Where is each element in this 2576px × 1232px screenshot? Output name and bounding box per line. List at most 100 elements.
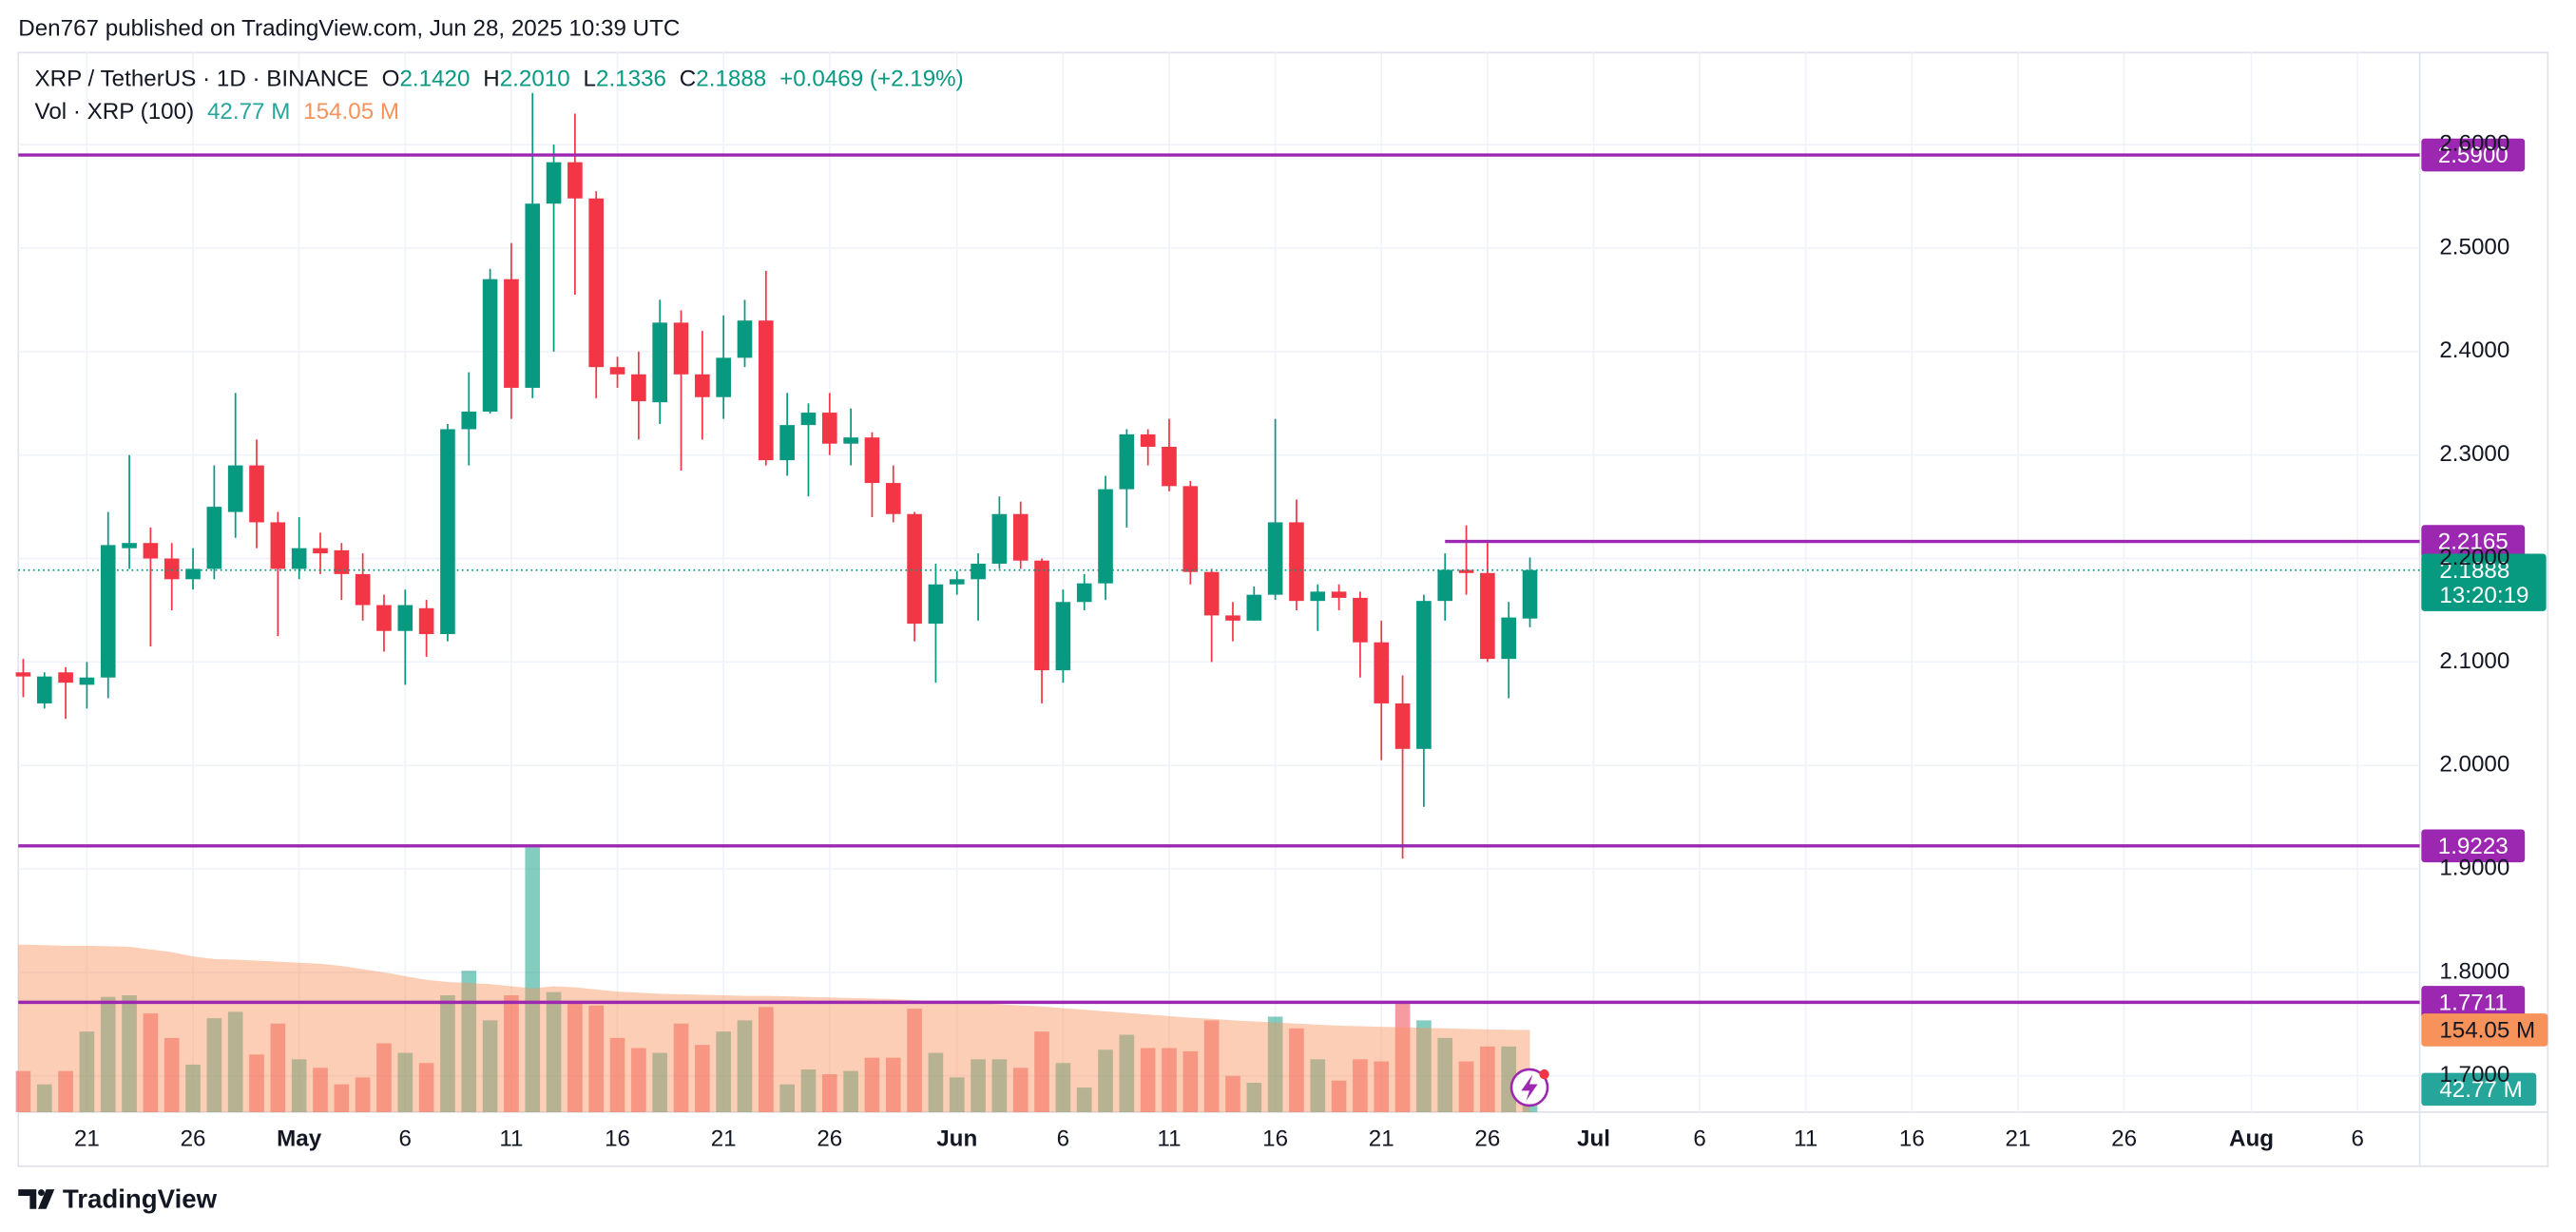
volume-bar — [1267, 1016, 1283, 1112]
x-tick-label: 11 — [499, 1126, 523, 1152]
x-tick-label: Aug — [2229, 1126, 2274, 1152]
countdown-label: 13:20:19 — [2439, 583, 2528, 608]
volume-bar — [270, 1023, 286, 1112]
volume-bar — [567, 1002, 583, 1112]
candle-body — [355, 573, 371, 606]
candle-body — [1203, 571, 1220, 616]
x-tick-label: 21 — [2006, 1126, 2031, 1152]
published-note: Den767 published on TradingView.com, Jun… — [18, 15, 680, 41]
volume-bar — [1331, 1080, 1347, 1112]
candle-body — [991, 513, 1008, 564]
volume-badge — [2421, 1072, 2537, 1107]
candle-body — [885, 483, 901, 514]
candle-body — [843, 437, 858, 444]
volume-bar — [100, 996, 116, 1112]
legend: XRP / TetherUS · 1D · BINANCE O2.1420 H2.2… — [35, 67, 964, 92]
level-label: 1.7711 — [2439, 990, 2508, 1015]
volume-bar — [1246, 1083, 1262, 1112]
candle-body — [588, 198, 605, 368]
level-label: 1.9223 — [2438, 834, 2509, 859]
y-tick-label: 1.8000 — [2439, 958, 2509, 984]
candle-body — [864, 437, 880, 484]
x-tick-label: 21 — [711, 1126, 737, 1152]
volume-bar — [1480, 1046, 1495, 1112]
volume-bar — [482, 1020, 498, 1112]
candle-body — [249, 465, 264, 523]
volume-bar — [1416, 1020, 1432, 1112]
volume-bar — [440, 995, 455, 1112]
axis-layer: 21 26 May 6 11 16 21 26 Jun 6 11 16 21 26 Jul 6 11 16 21 26… — [74, 131, 2509, 1152]
volume-bar — [376, 1043, 392, 1112]
volume-bar — [1012, 1068, 1028, 1112]
volume-bar — [673, 1023, 689, 1112]
volume-ma-badge-label: 154.05 M — [2439, 1018, 2535, 1044]
candle-body — [227, 465, 243, 512]
volume-bar — [1310, 1059, 1326, 1112]
candle-body — [1076, 583, 1092, 603]
candle-body — [143, 543, 159, 559]
volume-bar — [143, 1013, 159, 1112]
candle-body — [928, 584, 944, 625]
candle-body — [1310, 591, 1326, 602]
volume-bar — [991, 1059, 1008, 1112]
volume-bar — [821, 1074, 837, 1112]
volume-bar — [15, 1070, 31, 1112]
volume-bar — [843, 1070, 858, 1112]
legend-key: H — [483, 67, 499, 92]
x-tick-label: Jun — [936, 1126, 977, 1152]
candle-body — [907, 513, 922, 625]
candle-body — [58, 672, 73, 683]
volume-bar — [864, 1057, 880, 1112]
candle-body — [1289, 522, 1304, 602]
candle-body — [652, 322, 668, 403]
candle-body — [631, 374, 646, 402]
candle-body — [1140, 433, 1156, 447]
candle-body — [1034, 560, 1049, 671]
x-tick-label: 11 — [1794, 1126, 1817, 1152]
volume-bar — [1098, 1049, 1113, 1112]
volume-legend: Vol · XRP (100) 42.77 M 154.05 M — [35, 100, 400, 125]
candle-body — [206, 507, 222, 569]
y-tick-label: 2.5000 — [2439, 234, 2509, 260]
x-tick-label: 6 — [399, 1126, 412, 1152]
volume-bar — [227, 1011, 243, 1112]
candle-body — [779, 425, 795, 461]
candles-layer — [15, 92, 1538, 859]
volume-bar — [1394, 1003, 1411, 1112]
volume-bar — [928, 1052, 944, 1112]
last-price-badge — [2421, 553, 2547, 611]
volume-ma-area — [18, 944, 1530, 1112]
candle-body — [122, 543, 137, 549]
volume-bar — [163, 1037, 180, 1112]
candle-body — [15, 672, 31, 677]
candle-body — [376, 605, 392, 631]
candle-body — [1458, 569, 1474, 573]
volume-bar — [122, 995, 137, 1112]
candle-body — [567, 162, 583, 199]
legend-value: 2.2010 — [500, 67, 570, 92]
legend-value: 2.1420 — [399, 67, 470, 92]
volume-bar — [249, 1054, 264, 1112]
volume-bar — [418, 1063, 434, 1112]
volume-bar — [36, 1084, 52, 1112]
volume-bar — [759, 1007, 774, 1112]
candle-body — [418, 607, 434, 634]
volume-bar — [1203, 1020, 1220, 1112]
candle-body — [1522, 569, 1538, 619]
level-label: 2.2165 — [2438, 529, 2509, 555]
volume-title: Vol · XRP (100) — [35, 100, 195, 125]
candle-body — [1012, 513, 1028, 561]
x-tick-label: 16 — [1262, 1126, 1288, 1152]
volume-bar — [716, 1031, 731, 1112]
volume-bar — [588, 1005, 605, 1112]
legend-value: 2.1336 — [596, 67, 666, 92]
volume-bar — [1076, 1088, 1092, 1112]
candle-body — [821, 413, 837, 444]
y-tick-label: 1.9000 — [2439, 855, 2509, 880]
candle-body — [100, 545, 116, 678]
candle-body — [1394, 703, 1411, 749]
volume-bar — [1289, 1028, 1304, 1112]
candle-body — [1353, 597, 1368, 643]
volume-bar — [1140, 1048, 1156, 1112]
